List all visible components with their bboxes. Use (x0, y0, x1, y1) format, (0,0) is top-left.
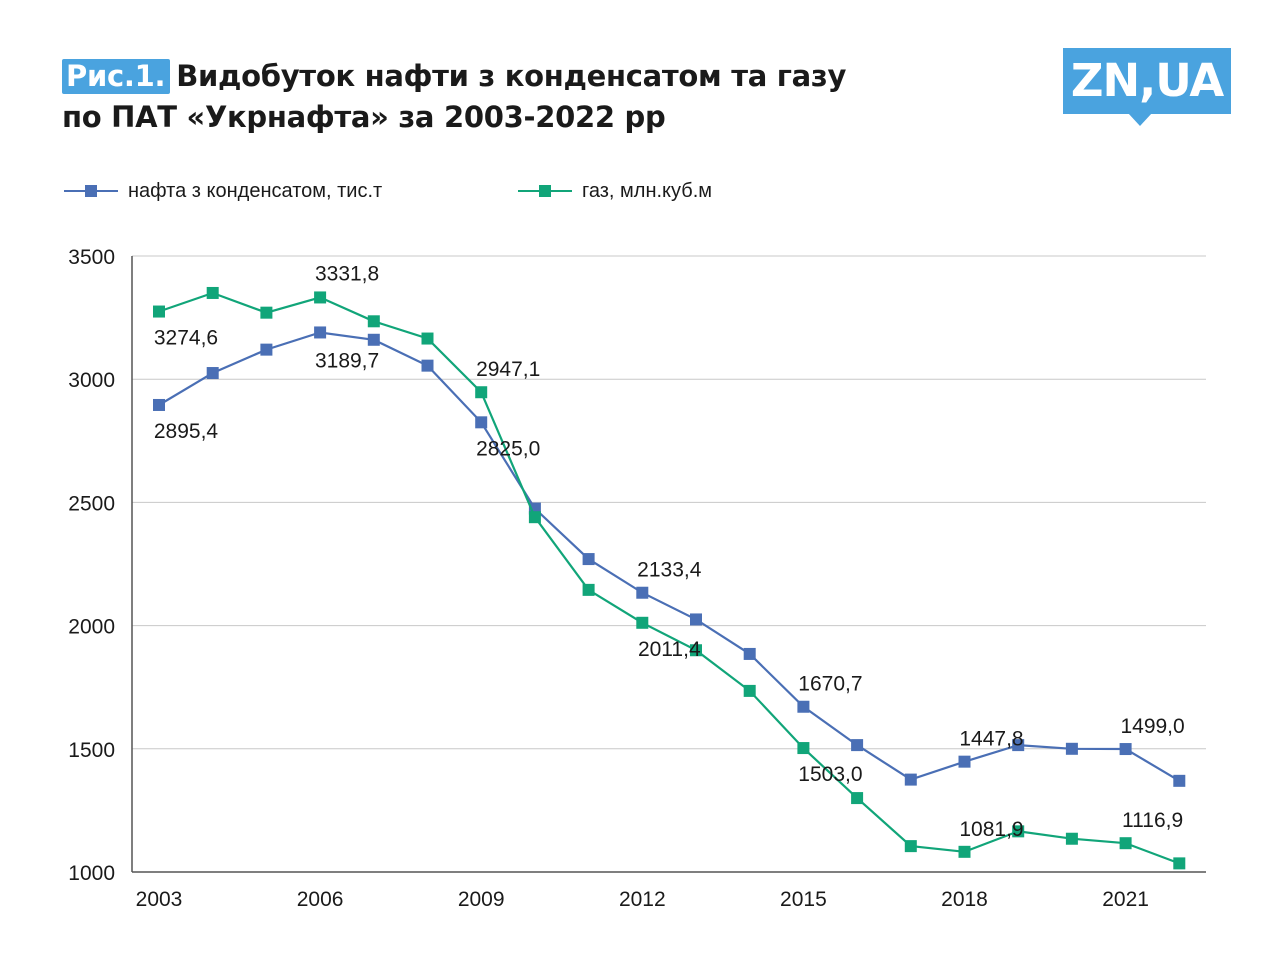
data-point-gas (904, 840, 917, 853)
x-tick-label: 2006 (297, 888, 344, 911)
data-point-oil (690, 613, 702, 626)
data-point-oil (1065, 742, 1078, 755)
data-point-gas (1065, 832, 1078, 845)
data-point-oil (421, 359, 434, 372)
x-tick-label: 2003 (136, 888, 183, 911)
series-line-gas (158, 291, 1180, 865)
data-label-oil: 1447,8 (959, 728, 1023, 751)
data-point-gas (1012, 825, 1025, 838)
data-point-gas (636, 616, 649, 629)
data-point-gas (743, 684, 756, 697)
y-tick-label: 2500 (68, 492, 115, 515)
data-point-oil (367, 333, 380, 346)
legend-marker-oil (64, 176, 118, 206)
data-point-oil (260, 343, 273, 356)
data-point-oil (636, 586, 649, 599)
data-label-oil: 3189,7 (315, 349, 379, 372)
title-line-1: Рис.1. Видобуток нафти з конденсатом та г… (62, 56, 846, 97)
data-point-gas (153, 305, 165, 318)
data-point-gas (314, 291, 327, 304)
y-tick-label: 1500 (68, 739, 115, 762)
data-label-gas: 2947,1 (476, 358, 540, 381)
x-tick-label: 2021 (1102, 888, 1149, 911)
data-point-oil (958, 755, 971, 768)
data-label-oil: 1670,7 (798, 673, 862, 696)
data-point-gas (528, 511, 541, 524)
data-point-oil (582, 553, 595, 566)
data-point-gas (851, 792, 864, 805)
logo-tail-shape (1128, 113, 1152, 126)
legend-item-oil: нафта з конденсатом, тис.т (64, 176, 382, 206)
x-tick-label: 2015 (780, 888, 827, 911)
chart-title: Рис.1. Видобуток нафти з конденсатом та г… (62, 56, 846, 138)
data-point-oil (797, 700, 810, 713)
data-point-oil (1119, 743, 1132, 756)
x-tick-label: 2018 (941, 888, 988, 911)
data-label-gas: 3331,8 (315, 262, 379, 285)
data-point-oil (153, 398, 165, 411)
series-line-oil (158, 331, 1180, 782)
y-tick-label: 1000 (68, 862, 115, 885)
data-label-oil: 2133,4 (637, 559, 702, 582)
data-label-oil: 2895,4 (154, 420, 219, 443)
y-tick-label: 2000 (68, 616, 115, 639)
data-label-gas: 1116,9 (1122, 809, 1183, 832)
data-point-gas (367, 315, 380, 328)
data-point-gas (958, 845, 971, 858)
legend-label-oil: нафта з конденсатом, тис.т (128, 179, 383, 202)
data-label-gas: 1081,9 (959, 818, 1023, 841)
x-tick-label: 2009 (458, 888, 505, 911)
data-point-gas (260, 306, 273, 319)
legend-marker-gas (518, 176, 572, 206)
data-point-oil (475, 416, 488, 429)
data-point-gas (421, 332, 434, 345)
data-point-oil (743, 647, 756, 660)
y-tick-label: 3000 (68, 369, 115, 392)
data-label-oil: 2825,0 (476, 437, 540, 460)
legend-label-gas: газ, млн.куб.м (582, 179, 713, 202)
data-point-oil (206, 367, 219, 380)
data-label-gas: 1503,0 (798, 763, 862, 786)
data-point-oil (904, 773, 917, 786)
title-line-2: по ПАТ «Укрнафта» за 2003-2022 рр (62, 100, 666, 134)
data-point-gas (475, 386, 488, 399)
data-point-oil (314, 326, 327, 339)
data-point-gas (1173, 857, 1186, 870)
data-point-gas (582, 583, 595, 596)
title-text-1: Видобуток нафти з конденсатом та газу (176, 59, 847, 93)
data-point-oil (1173, 774, 1186, 787)
data-point-gas (690, 644, 702, 657)
data-label-gas: 3274,6 (154, 327, 218, 350)
x-tick-label: 2012 (619, 888, 666, 911)
data-point-gas (797, 742, 810, 755)
zn-ua-logo: ZN,UA (1063, 48, 1231, 114)
data-point-gas (1119, 837, 1132, 850)
chart-legend: нафта з конденсатом, тис.т газ, млн.куб.… (0, 176, 1280, 206)
y-tick-label: 3500 (68, 246, 115, 269)
figure-label: Рис.1. (62, 59, 171, 94)
data-point-oil (1012, 739, 1025, 752)
data-label-oil: 1499,0 (1120, 715, 1184, 738)
data-point-gas (206, 286, 219, 299)
legend-item-gas: газ, млн.куб.м (518, 176, 712, 206)
data-point-oil (851, 739, 864, 752)
data-label-gas: 2011,4 (638, 638, 701, 661)
